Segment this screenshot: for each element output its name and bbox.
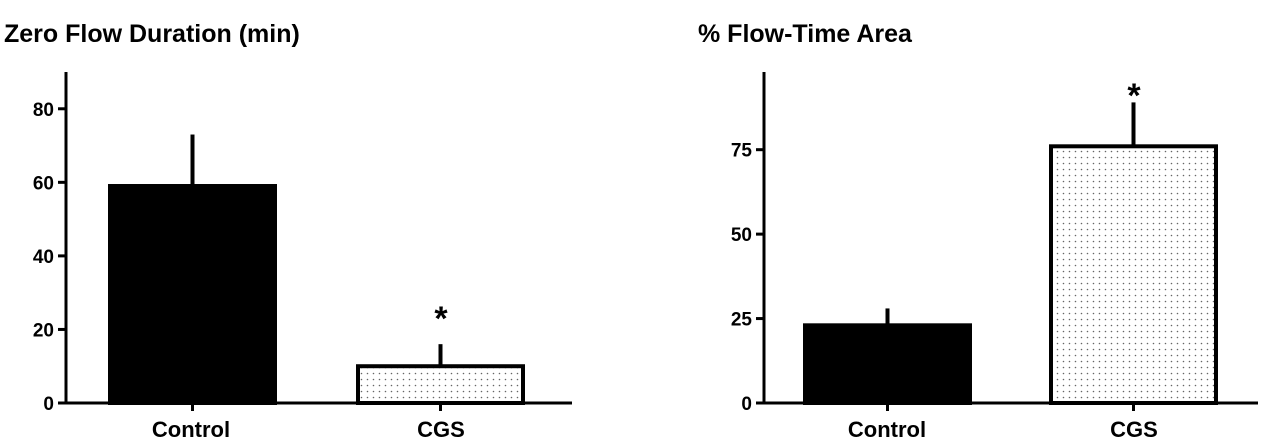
y-tick-label: 80 [33, 100, 54, 121]
chart-title: % Flow-Time Area [698, 20, 913, 48]
y-tick-label: 20 [33, 320, 54, 341]
significance-marker: * [434, 300, 448, 338]
y-tick-label: 25 [731, 310, 753, 331]
y-tick-label: 60 [33, 173, 54, 194]
bar-control [108, 184, 277, 405]
bar-control [803, 323, 972, 405]
plot-area: 0 20 40 60 80 [33, 72, 572, 415]
y-tick-label: 0 [741, 394, 752, 415]
chart-title: Zero Flow Duration (min) [4, 20, 300, 48]
significance-marker: * [1127, 77, 1141, 115]
x-tick-label-cgs: CGS [417, 417, 465, 442]
y-tick-label: 50 [731, 225, 752, 246]
y-tick-label: 40 [33, 247, 54, 268]
flow-time-area-chart: % Flow-Time Area 0 25 50 75 Control CGS * [698, 20, 1258, 442]
zero-flow-chart: Zero Flow Duration (min) 0 20 40 60 80 Contr… [4, 20, 572, 442]
x-tick-label-control: Control [848, 417, 926, 442]
plot-area: 0 25 50 75 [731, 72, 1258, 415]
y-tick-label: 75 [731, 141, 753, 162]
x-tick-label-cgs: CGS [1110, 417, 1158, 442]
bar-cgs [1049, 144, 1218, 405]
y-tick-label: 0 [43, 394, 54, 415]
bar-cgs [356, 364, 525, 406]
x-tick-label-control: Control [152, 417, 230, 442]
